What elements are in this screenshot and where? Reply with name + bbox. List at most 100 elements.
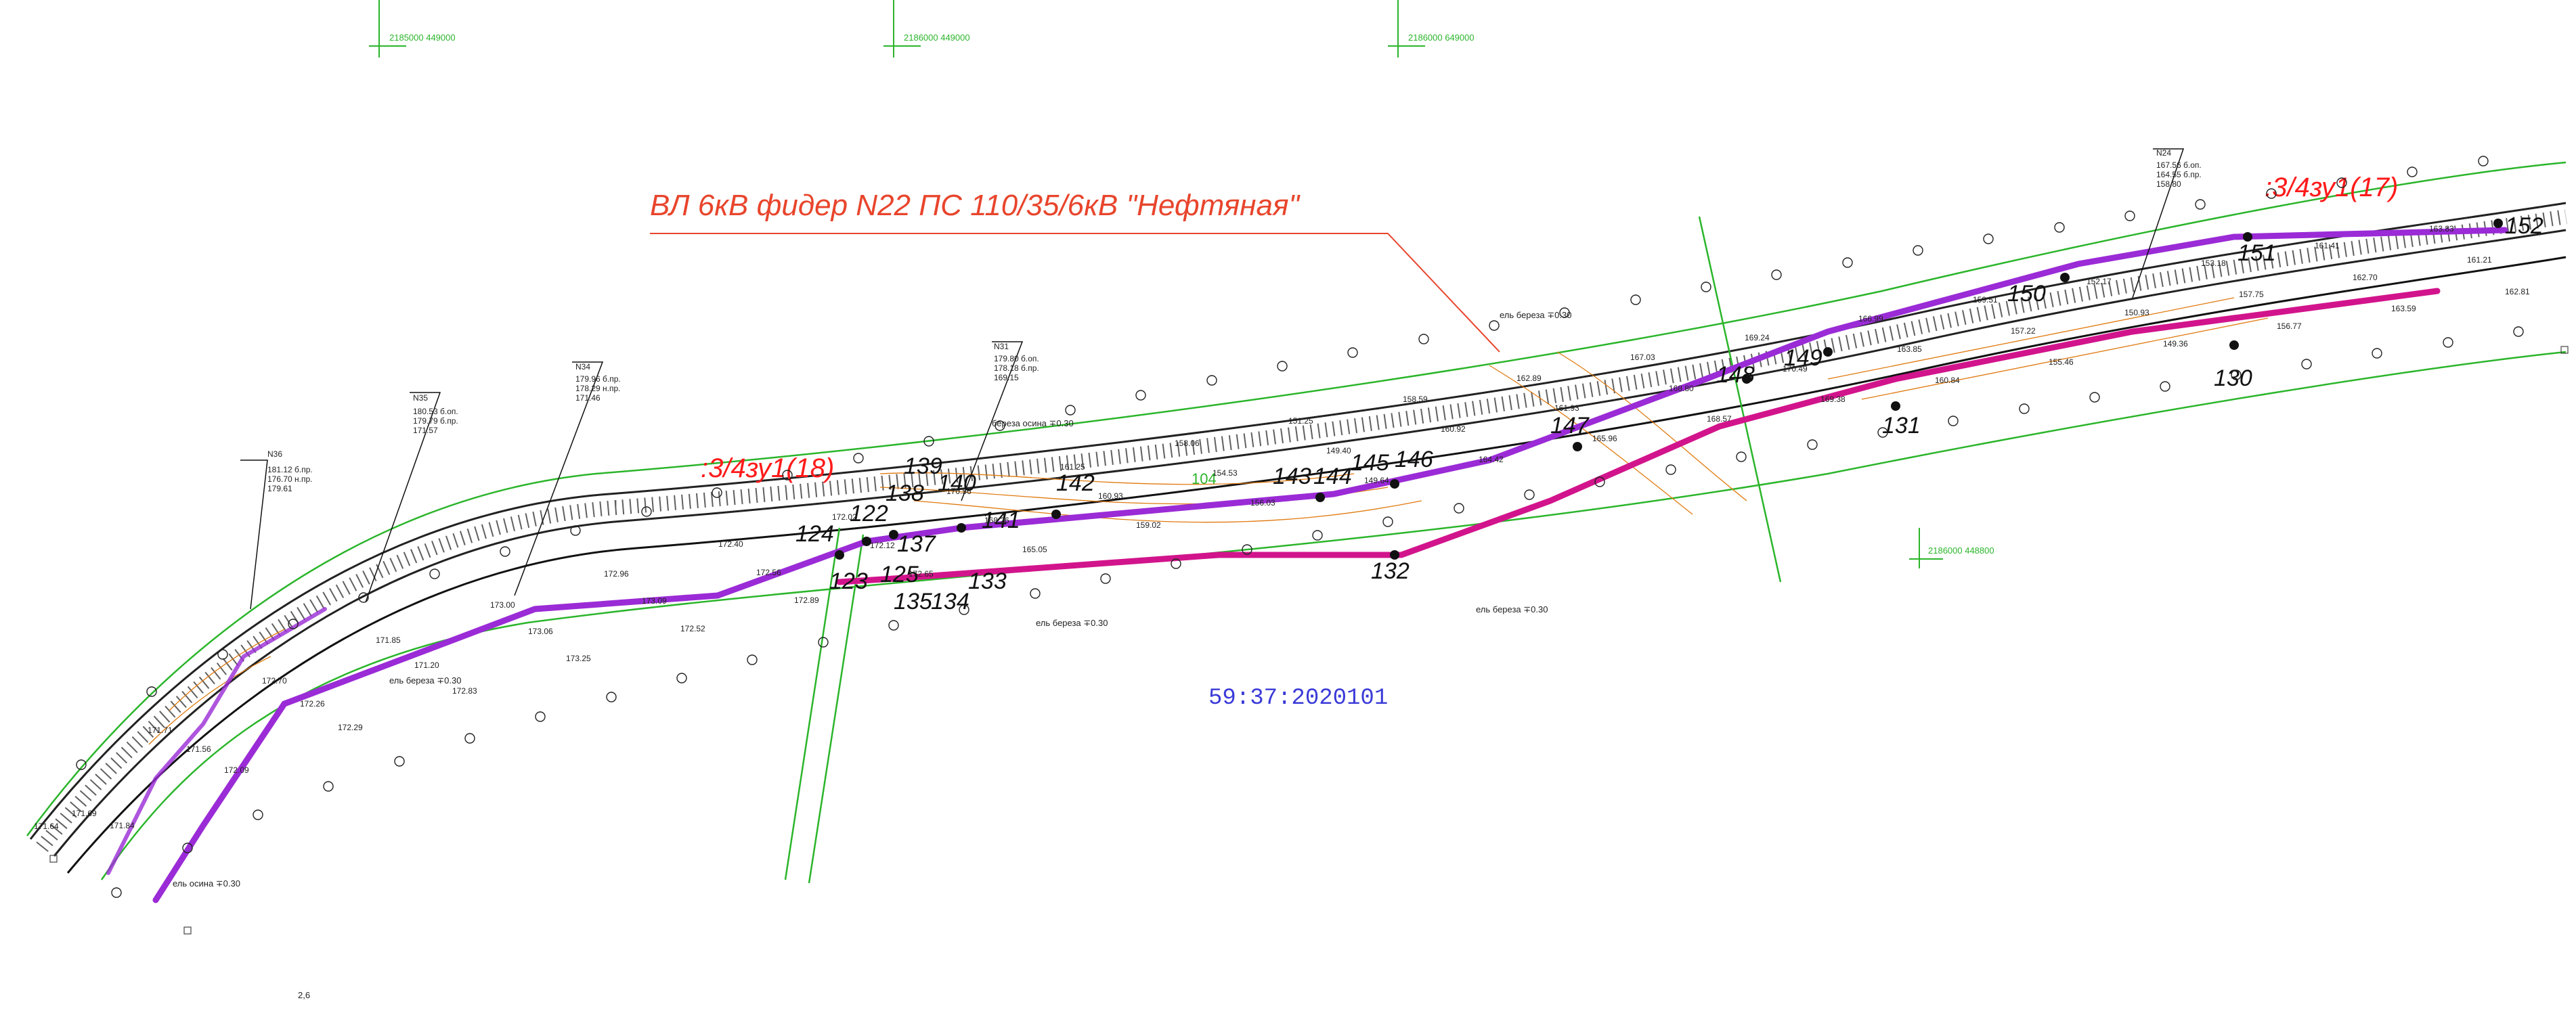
tree-circle [1171,558,1181,569]
elevation-label: 167.03 [1630,353,1655,362]
map-title: ВЛ 6кВ фидер N22 ПС 110/35/6кВ "Нефтяная… [650,189,1301,222]
svg-text:176.70 н.пр.: 176.70 н.пр. [267,474,313,484]
svg-text:164.55 б.пр.: 164.55 б.пр. [2156,170,2202,179]
tree-circle [2478,156,2489,166]
tree-circle [2019,403,2030,414]
elevation-label: 150.93 [2124,308,2149,317]
pole-markers [835,219,2503,560]
tree-circle [1242,544,1252,555]
elevation-label: 170.49 [1783,364,1808,374]
tree-symbols [76,156,2524,898]
pole-140: 140 [938,470,976,496]
svg-text:ель береза ∓0.30: ель береза ∓0.30 [1036,618,1108,628]
tree-circle [853,453,864,464]
pillar-note-n24: N24 167.56 б.оп. 164.55 б.пр. 158.80 [2156,148,2202,189]
svg-text:179.80 б.оп.: 179.80 б.оп. [994,354,1039,363]
road-corridor [29,202,2567,874]
elevation-label: 162.81 [2505,287,2530,296]
elevation-label: 161.21 [2467,255,2492,265]
title-leader-line [650,233,1500,353]
tree-circle [1771,269,1782,280]
tree-circle [606,692,617,702]
pole-152: 152 [2505,213,2544,239]
svg-text:N24: N24 [2156,148,2171,158]
pole-122: 122 [850,501,888,526]
tree-circle [358,592,369,603]
elevation-label: 162.70 [2353,273,2378,282]
green-label-104: 104 [1192,470,1217,487]
svg-text:178.29 н.пр.: 178.29 н.пр. [575,384,621,393]
elevation-label: 168.26 [984,516,1009,525]
elevation-label: 171.69 [72,809,97,818]
parcel-label-18: :3/4зу1(18) [701,453,834,483]
tree-circle [676,673,687,683]
pillar-note-n35: N35 180.53 б.оп. 179.79 б.пр. 171.57 [413,393,458,435]
elevation-labels: 171.64 171.69 171.84 171.71 171.56 172.09 172.… [34,224,2530,831]
elevation-label: 154.53 [1213,468,1238,478]
cadastral-number: 59:37:2020101 [1208,686,1388,711]
svg-text:N36: N36 [267,449,282,459]
elevation-label: 155.46 [2049,357,2074,367]
tree-circle [818,637,829,648]
tree-circle [1665,464,1676,475]
elevation-label: 168.80 [1669,384,1694,393]
elevation-label: 161.25 [1060,462,1085,472]
elevation-label: 171.64 [34,822,59,831]
svg-text:169.15: 169.15 [994,373,1019,382]
tree-circle [2443,337,2453,348]
pole-147: 147 [1550,413,1590,439]
tree-notes: ель береза ∓0.30 береза осина ∓0.30 ель … [173,310,1571,889]
tree-circle [1489,320,1500,331]
elevation-label: 173.09 [642,596,667,606]
svg-text:N31: N31 [994,342,1009,351]
tree-circle [1454,503,1464,514]
elevation-label: 171.85 [376,635,401,645]
elevation-label: 171.56 [186,744,211,754]
elevation-label: 156.03 [1250,498,1275,508]
elevation-label: 149.64 [1364,476,1389,485]
svg-text:ель береза ∓0.30: ель береза ∓0.30 [1476,604,1548,614]
tree-circle [1312,530,1323,541]
pole-142: 142 [1056,470,1095,496]
tree-circle [1418,334,1429,344]
pole-132: 132 [1371,558,1410,584]
elevation-label: 153.18 [2201,259,2226,268]
pillar-notes [240,148,2185,610]
pole-149: 149 [1784,345,1822,371]
svg-text:N34: N34 [575,362,590,372]
tree-circle [2195,199,2206,210]
elevation-label: 161.41 [2315,241,2340,250]
elevation-label: 168.57 [1707,414,1732,424]
tree-circle [253,809,263,820]
elevation-label: 172.96 [604,569,629,579]
pole-133: 133 [968,568,1007,594]
parcel-label-17: :3/4зу1(17) [2265,173,2398,202]
tree-circle [1913,245,1923,256]
svg-text:N35: N35 [413,393,428,403]
pole-148: 148 [1716,362,1755,388]
tree-circle [959,604,969,615]
tree-circle [995,420,1005,431]
pole-124: 124 [795,521,834,547]
elevation-label: 172.70 [262,676,287,686]
tree-circle [782,470,793,480]
elevation-label: 160.92 [1441,424,1466,434]
pillar-note-n36: N36 181.12 б.пр. 176.70 н.пр. 179.61 [267,449,313,493]
pole-123: 123 [829,568,868,594]
tree-circle [1206,375,1217,386]
elevation-label: 156.77 [2277,321,2302,331]
elevation-label: 171.20 [414,660,439,670]
tree-circle [1100,573,1111,584]
pole-139: 139 [904,453,942,479]
svg-text:171.57: 171.57 [413,426,438,435]
svg-text:ель береза ∓0.30: ель береза ∓0.30 [1500,310,1571,320]
tree-circle [464,733,475,744]
grid-label-4: 2186000 448800 [1928,545,1994,556]
grid-label-1: 2185000 449000 [389,32,456,43]
elevation-label: 160.93 [1098,491,1123,501]
tree-circle [570,525,581,536]
pole-131: 131 [1882,413,1921,439]
tree-circle [1065,405,1076,416]
grid-label-3: 2186000 649000 [1408,32,1475,43]
elevation-label: 172.89 [794,596,819,605]
